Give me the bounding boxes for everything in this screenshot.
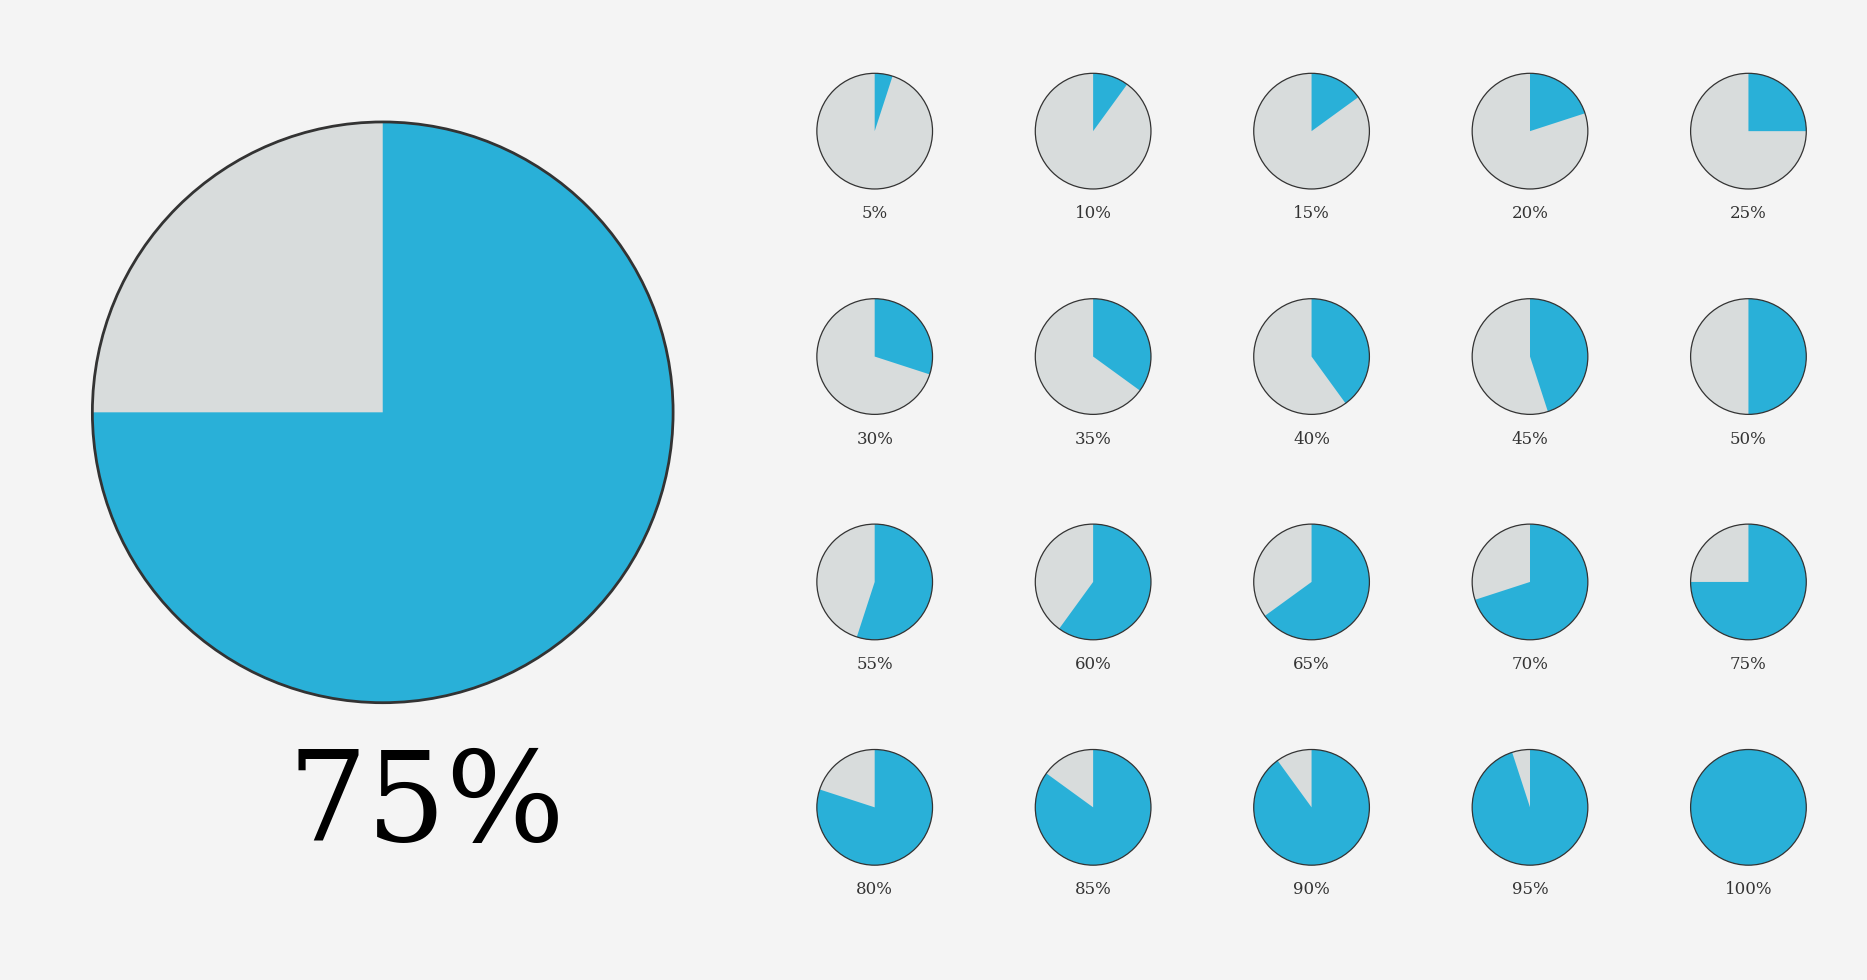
Wedge shape (1311, 299, 1369, 404)
Circle shape (1692, 299, 1805, 415)
Wedge shape (1749, 299, 1805, 415)
Circle shape (818, 299, 932, 415)
Wedge shape (1036, 750, 1150, 865)
Circle shape (1473, 299, 1587, 415)
Wedge shape (1264, 524, 1369, 640)
Circle shape (1255, 299, 1369, 415)
Circle shape (818, 524, 932, 640)
Text: 95%: 95% (1512, 881, 1548, 899)
Wedge shape (1059, 524, 1150, 640)
Circle shape (1692, 750, 1805, 865)
Wedge shape (1255, 750, 1369, 865)
Circle shape (1036, 299, 1150, 415)
Wedge shape (818, 750, 932, 865)
Circle shape (1473, 524, 1587, 640)
Wedge shape (1311, 74, 1359, 131)
Circle shape (1036, 524, 1150, 640)
Wedge shape (1473, 750, 1587, 865)
Wedge shape (1531, 299, 1587, 412)
Wedge shape (874, 74, 892, 131)
Wedge shape (874, 299, 932, 374)
Text: 45%: 45% (1512, 430, 1548, 448)
Text: 25%: 25% (1731, 205, 1766, 222)
Text: 90%: 90% (1294, 881, 1329, 899)
Text: 85%: 85% (1075, 881, 1111, 899)
Text: 30%: 30% (857, 430, 892, 448)
Circle shape (1255, 74, 1369, 189)
Circle shape (1692, 74, 1805, 189)
Text: 10%: 10% (1075, 205, 1111, 222)
Circle shape (91, 122, 674, 703)
Text: 35%: 35% (1075, 430, 1111, 448)
Text: 60%: 60% (1075, 656, 1111, 673)
Circle shape (1692, 750, 1805, 865)
Text: 75%: 75% (288, 746, 566, 867)
Circle shape (818, 74, 932, 189)
Circle shape (1473, 750, 1587, 865)
Text: 65%: 65% (1294, 656, 1329, 673)
Text: 70%: 70% (1512, 656, 1548, 673)
Text: 80%: 80% (857, 881, 892, 899)
Circle shape (818, 750, 932, 865)
Wedge shape (857, 524, 932, 640)
Circle shape (1036, 750, 1150, 865)
Text: 20%: 20% (1512, 205, 1548, 222)
Circle shape (1692, 524, 1805, 640)
Wedge shape (1475, 524, 1587, 640)
Wedge shape (1094, 299, 1150, 391)
Circle shape (1036, 74, 1150, 189)
Wedge shape (1749, 74, 1805, 131)
Circle shape (1255, 750, 1369, 865)
Text: 40%: 40% (1294, 430, 1329, 448)
Wedge shape (1531, 74, 1585, 131)
Wedge shape (91, 122, 674, 703)
Wedge shape (1692, 524, 1805, 640)
Text: 5%: 5% (863, 205, 887, 222)
Text: 50%: 50% (1731, 430, 1766, 448)
Text: 15%: 15% (1294, 205, 1329, 222)
Text: 75%: 75% (1731, 656, 1766, 673)
Circle shape (1473, 74, 1587, 189)
Text: 55%: 55% (857, 656, 892, 673)
Wedge shape (1094, 74, 1128, 131)
Text: 100%: 100% (1725, 881, 1772, 899)
Circle shape (1255, 524, 1369, 640)
